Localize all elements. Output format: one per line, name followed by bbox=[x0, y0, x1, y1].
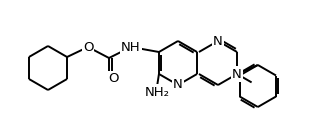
Text: O: O bbox=[108, 73, 118, 85]
Text: N: N bbox=[173, 79, 183, 91]
Text: N: N bbox=[232, 68, 242, 80]
Text: NH₂: NH₂ bbox=[145, 85, 169, 99]
Text: NH: NH bbox=[121, 40, 141, 54]
Text: O: O bbox=[83, 40, 93, 54]
Text: N: N bbox=[213, 34, 223, 48]
